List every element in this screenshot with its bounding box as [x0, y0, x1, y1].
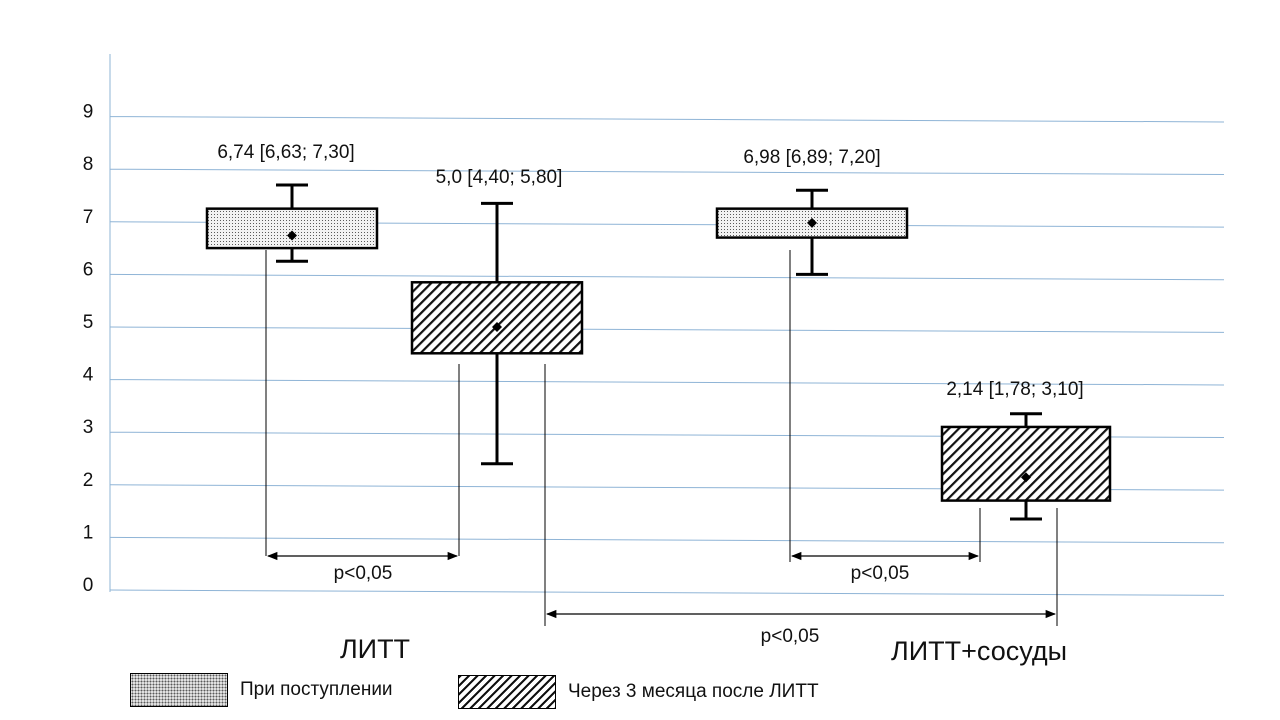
iqr-box [205, 207, 379, 250]
iqr-box [940, 425, 1112, 502]
boxes [205, 183, 1112, 521]
median-marker [492, 322, 502, 332]
box-value-label: 6,98 [6,89; 7,20] [743, 147, 880, 168]
p-value-label: p<0,05 [761, 626, 820, 647]
legend-label-after-3-months: Через 3 месяца после ЛИТТ [568, 681, 819, 702]
legend-item-after-3-months: Через 3 месяца после ЛИТТ [458, 675, 819, 709]
box-value-labels: 6,74 [6,63; 7,30] 6,98 [6,89; 7,20] 5,0 [4… [217, 142, 1083, 400]
y-tick-label: 2 [83, 470, 94, 491]
group-label: ЛИТТ+сосуды [891, 636, 1067, 666]
median-marker [287, 230, 297, 241]
box-value-label: 2,14 [1,78; 3,10] [946, 379, 1083, 400]
legend-label-admission: При поступлении [240, 679, 393, 700]
y-tick-label: 6 [83, 259, 94, 280]
y-tick-label: 7 [83, 207, 94, 228]
group-labels: ЛИТТ ЛИТТ+сосуды [340, 634, 1067, 666]
gridline [109, 536, 1225, 544]
iqr-box [410, 281, 584, 355]
gridline [109, 589, 1225, 596]
y-tick-label: 3 [83, 417, 94, 438]
gridline [109, 379, 1225, 386]
y-tick-labels: 0 1 2 3 4 5 6 7 8 9 [83, 102, 94, 596]
y-tick-label: 8 [83, 154, 94, 175]
median-marker [1021, 472, 1031, 483]
gridlines [109, 116, 1225, 596]
gridline [109, 273, 1225, 281]
y-tick-label: 4 [83, 365, 94, 386]
gridline [109, 168, 1225, 176]
box-value-label: 5,0 [4,40; 5,80] [436, 167, 563, 188]
legend-swatch-dots [130, 673, 228, 707]
group-label: ЛИТТ [340, 634, 410, 664]
y-tick-label: 0 [83, 575, 94, 596]
y-tick-label: 1 [83, 522, 94, 543]
median-marker [807, 217, 817, 228]
significance-brackets: p<0,05 p<0,05 p<0,05 [265, 250, 1058, 647]
box-value-label: 6,74 [6,63; 7,30] [217, 142, 354, 163]
legend-item-admission: При поступлении [130, 673, 393, 707]
p-value-label: p<0,05 [334, 563, 393, 584]
legend-swatch-hatch [458, 675, 556, 709]
p-value-label: p<0,05 [851, 563, 910, 584]
y-tick-label: 9 [83, 102, 94, 123]
gridline [109, 116, 1225, 123]
y-tick-label: 5 [83, 312, 94, 333]
gridline [109, 326, 1225, 333]
